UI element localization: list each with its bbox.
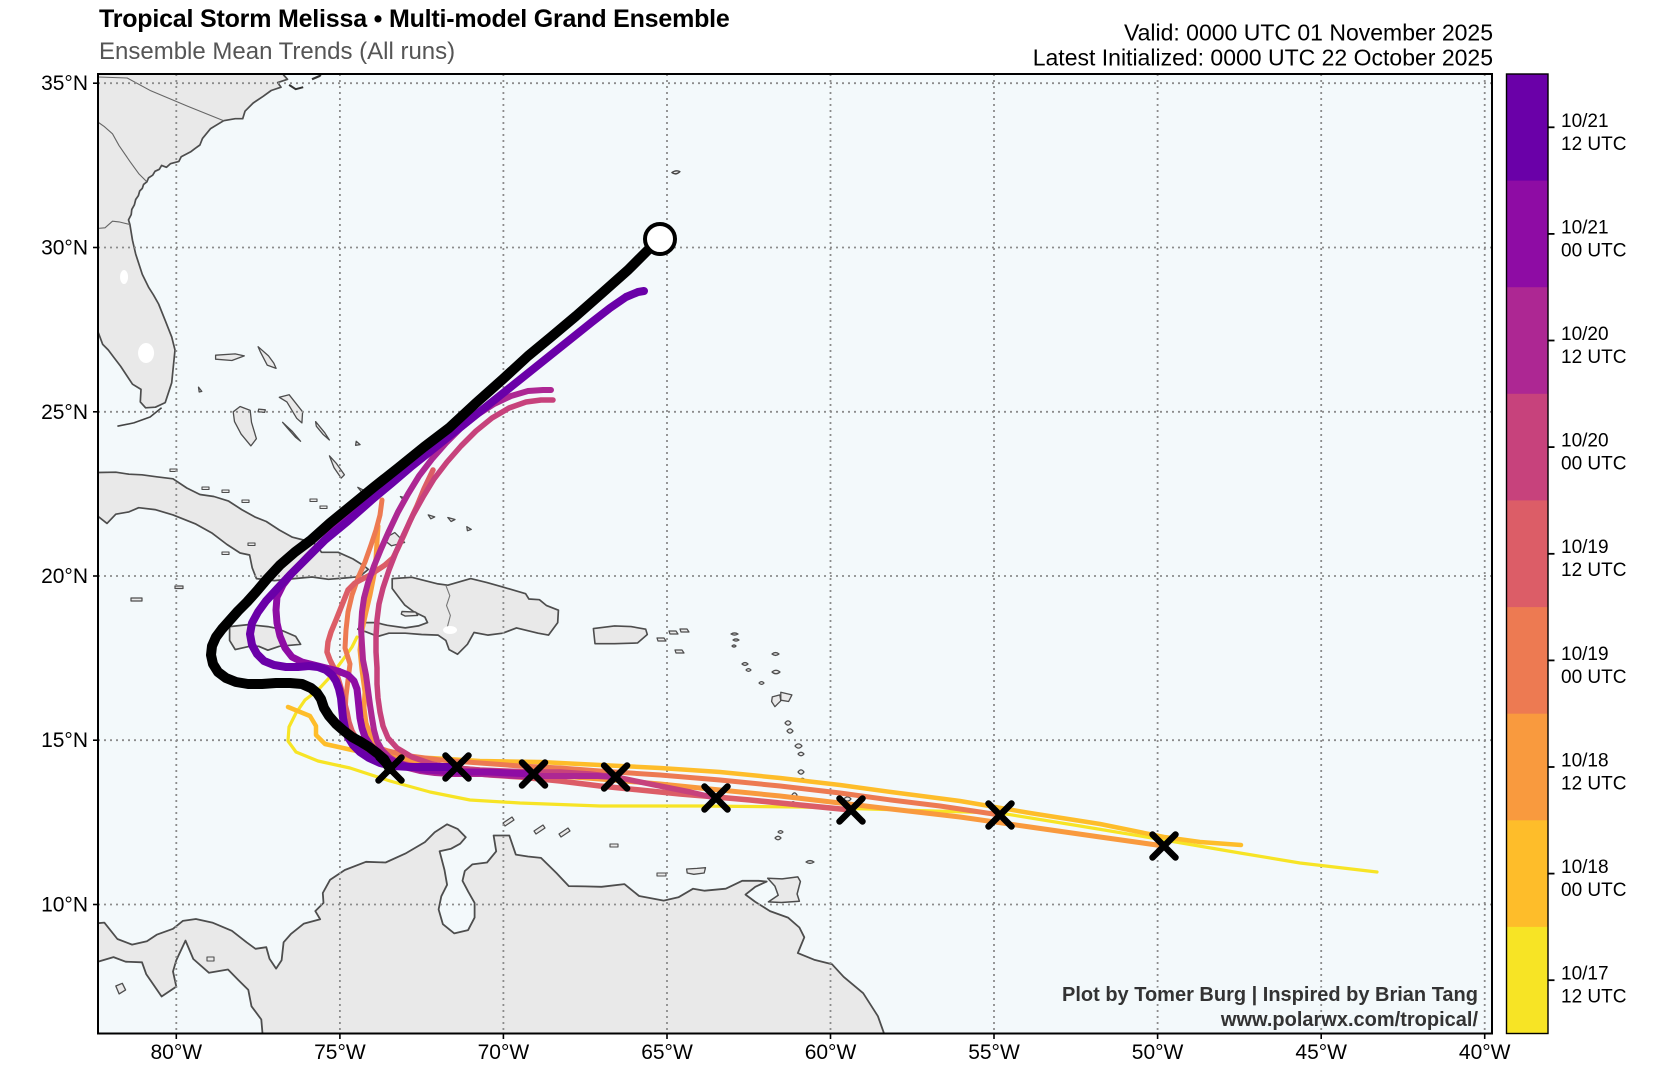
svg-text:Latest Initialized: 0000 UTC 2: Latest Initialized: 0000 UTC 22 October …: [1033, 45, 1493, 71]
svg-text:12 UTC: 12 UTC: [1561, 347, 1626, 368]
svg-text:10/18: 10/18: [1561, 751, 1609, 772]
svg-text:75°W: 75°W: [314, 1041, 366, 1064]
svg-text:55°W: 55°W: [968, 1041, 1020, 1064]
svg-text:00 UTC: 00 UTC: [1561, 240, 1626, 261]
svg-text:10/21: 10/21: [1561, 111, 1609, 132]
svg-text:10/18: 10/18: [1561, 857, 1609, 878]
svg-text:45°W: 45°W: [1295, 1041, 1347, 1064]
svg-text:Ensemble Mean Trends (All runs: Ensemble Mean Trends (All runs): [99, 38, 455, 65]
svg-text:12 UTC: 12 UTC: [1561, 774, 1626, 795]
svg-text:40°W: 40°W: [1459, 1041, 1511, 1064]
svg-text:10/20: 10/20: [1561, 324, 1609, 345]
svg-text:10/17: 10/17: [1561, 964, 1609, 985]
svg-text:80°W: 80°W: [151, 1041, 203, 1064]
svg-text:70°W: 70°W: [478, 1041, 530, 1064]
svg-text:25°N: 25°N: [41, 401, 88, 424]
svg-text:60°W: 60°W: [805, 1041, 857, 1064]
svg-text:Plot by Tomer Burg | Inspired: Plot by Tomer Burg | Inspired by Brian T…: [1062, 984, 1478, 1006]
svg-text:Tropical Storm Melissa • Multi: Tropical Storm Melissa • Multi-model Gra…: [99, 5, 730, 33]
svg-text:00 UTC: 00 UTC: [1561, 880, 1626, 901]
svg-text:10/19: 10/19: [1561, 537, 1609, 558]
svg-text:10°N: 10°N: [41, 894, 88, 917]
svg-text:50°W: 50°W: [1132, 1041, 1184, 1064]
svg-text:10/19: 10/19: [1561, 644, 1609, 665]
svg-text:12 UTC: 12 UTC: [1561, 560, 1626, 581]
svg-text:30°N: 30°N: [41, 237, 88, 260]
svg-text:15°N: 15°N: [41, 729, 88, 752]
svg-text:00 UTC: 00 UTC: [1561, 454, 1626, 475]
svg-text:www.polarwx.com/tropical/: www.polarwx.com/tropical/: [1220, 1009, 1479, 1031]
svg-text:12 UTC: 12 UTC: [1561, 134, 1626, 155]
svg-text:Valid: 0000 UTC 01 November 20: Valid: 0000 UTC 01 November 2025: [1124, 20, 1493, 46]
svg-text:12 UTC: 12 UTC: [1561, 987, 1626, 1008]
svg-text:20°N: 20°N: [41, 565, 88, 588]
svg-text:35°N: 35°N: [41, 72, 88, 95]
svg-text:10/20: 10/20: [1561, 431, 1609, 452]
svg-text:65°W: 65°W: [641, 1041, 693, 1064]
svg-text:10/21: 10/21: [1561, 217, 1609, 238]
svg-text:00 UTC: 00 UTC: [1561, 667, 1626, 688]
